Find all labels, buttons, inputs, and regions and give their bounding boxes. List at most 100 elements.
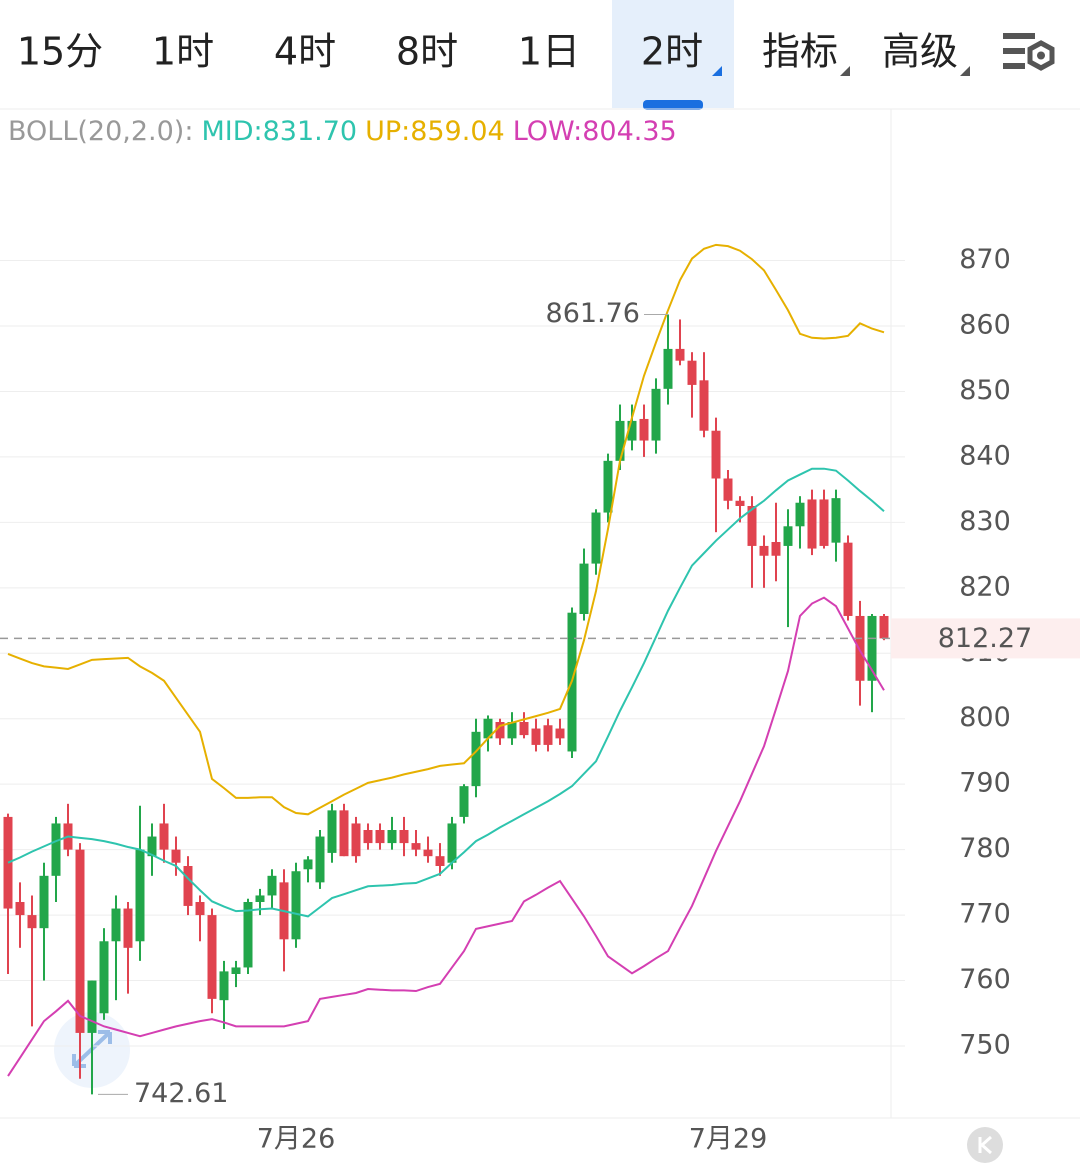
candle-body [291,871,301,940]
candle-body [219,971,229,1001]
candle-body [495,722,505,739]
candle-body [111,908,121,942]
tab[interactable]: 8时 [396,30,458,74]
candle-body [735,500,745,506]
active-tab-bg [612,0,734,108]
candle-body [147,836,157,857]
tab[interactable]: 高级 [882,30,958,74]
tab[interactable]: 1时 [152,30,214,74]
candle-body [843,542,853,616]
high-label: 861.76 [546,298,640,329]
candle-body [255,895,265,902]
indicator-params: BOLL(20,2.0): [8,116,193,147]
y-tick-label: 840 [959,440,1011,471]
candle-body [795,502,805,527]
x-tick-label: 7月26 [257,1124,336,1155]
indicator-legend: BOLL(20,2.0): MID:831.70 UP:859.04 LOW:804.… [8,116,677,147]
candle-body [807,499,817,549]
candle-body [243,902,253,968]
candle-body [855,615,865,681]
boll-line [7,243,885,816]
candle-body [483,718,493,739]
x-tick-label: 7月29 [689,1124,768,1155]
candle-body [543,725,553,745]
candle-body [375,830,385,844]
candle-body [507,722,517,739]
candle-body [531,728,541,745]
candle-body [711,430,721,479]
y-tick-label: 770 [959,899,1011,930]
candle-body [591,512,601,564]
y-tick-label: 750 [959,1030,1011,1061]
y-tick-label: 780 [959,833,1011,864]
boll-line [7,467,885,918]
candle-body [519,722,529,736]
candle-body [99,941,109,1014]
tab[interactable]: 4时 [274,30,336,74]
y-tick-label: 860 [959,310,1011,341]
y-tick-label: 820 [959,571,1011,602]
candle-body [435,856,445,866]
candle-body [123,908,133,948]
y-tick-label: 870 [959,244,1011,275]
candle-body [183,866,193,906]
y-tick-label: 830 [959,506,1011,537]
settings-icon[interactable] [1003,33,1055,71]
candle-body [675,348,685,361]
candle-body [411,843,421,850]
boll-line [7,596,885,1077]
candle-body [87,980,97,1033]
dropdown-caret [840,66,850,76]
candle-body [471,731,481,787]
candle-body [135,849,145,942]
candle-body [423,849,433,857]
candle-body [27,915,37,929]
dropdown-caret [960,66,970,76]
candle-body [447,823,457,863]
candle-body [663,348,673,389]
candle-body [627,420,637,441]
active-tab-underline [643,100,703,110]
candle-body [303,859,313,870]
candle-body [351,823,361,857]
candle-body [555,728,565,739]
candle-body [603,460,613,513]
legend-entry: MID:831.70 [201,116,357,147]
candle-body [687,360,697,385]
candle-body [831,498,841,543]
tab[interactable]: 1日 [518,30,580,74]
low-label: 742.61 [134,1078,228,1109]
tab[interactable]: 15分 [17,30,103,74]
candle-body [699,380,709,431]
candle-body [723,478,733,501]
candle-body [51,823,61,876]
candle-body [231,967,241,974]
candle-body [615,420,625,461]
candle-body [387,830,397,844]
candle-body [75,849,85,1033]
y-tick-label: 850 [959,375,1011,406]
last-price-box [891,618,1080,659]
legend-entry: LOW:804.35 [513,116,677,147]
candle-body [315,836,325,883]
candle-body [171,849,181,863]
legend-entry: UP:859.04 [365,116,505,147]
candle-body [819,499,829,546]
y-tick-label: 800 [959,702,1011,733]
candle-body [867,615,877,681]
candle-body [399,830,409,844]
y-tick-label: 790 [959,768,1011,799]
tab[interactable]: 2时 [641,30,703,74]
k-button[interactable] [967,1127,1003,1163]
tab[interactable]: 指标 [762,30,838,74]
candle-body [39,875,49,929]
candle-body [15,902,25,916]
candle-body [879,615,889,639]
candle-body [759,545,769,556]
candle-body [195,902,205,916]
candle-body [267,875,277,896]
candle-body [771,542,781,556]
candle-body [783,526,793,546]
